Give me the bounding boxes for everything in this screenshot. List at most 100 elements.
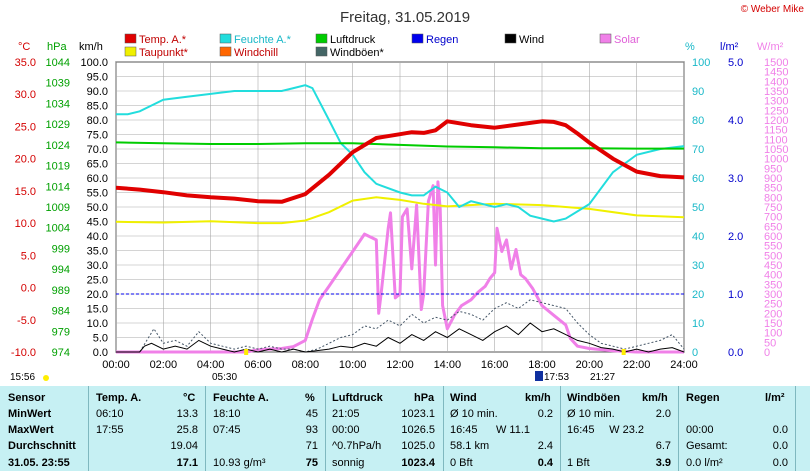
wind-tick: 70.0 [87,144,108,156]
wind-tick: 20.0 [87,289,108,301]
press-tick: 1014 [46,181,70,193]
legend-label: Regen [426,34,458,46]
legend-swatch [504,33,517,44]
press-tick: 1039 [46,78,70,90]
axis-unit-rain: l/m² [720,41,739,53]
x-tick: 12:00 [386,359,414,371]
temp-tick: 30.0 [15,89,36,101]
solar-tick: 0 [764,347,770,359]
legend-swatch [124,33,137,44]
hdr-temp-unit: °C [183,392,196,404]
hdr-hum-unit: % [305,392,315,404]
cell-gust-val: 6.7 [655,440,671,452]
legend-label: Windchill [234,47,278,59]
stats-table: Sensor Temp. A. °C Feuchte A. % Luftdruc… [0,386,810,471]
hum-tick: 20 [692,289,704,301]
legend-label: Feuchte A.* [234,34,292,46]
hdr-hum: Feuchte A. [213,392,269,404]
legend-label: Luftdruck [330,34,376,46]
temp-tick: 15.0 [15,186,36,198]
cell-hum-val: 45 [305,408,318,420]
press-tick: 999 [52,243,70,255]
solar-tick: 400 [764,270,782,282]
mark-right-time: 17:53 [544,372,570,383]
cell-temp-val: 19.04 [170,440,198,452]
solar-tick: 1500 [764,57,788,69]
press-tick: 1029 [46,119,70,131]
hdr-sensor: Sensor [8,392,46,404]
axis-unit-temp: °C [18,41,30,53]
wind-tick: 55.0 [87,188,108,200]
cell-wind-dir: W 11.1 [495,424,530,436]
sunset-time: 21:27 [590,372,616,383]
temp-tick: 25.0 [15,121,36,133]
press-tick: 1024 [46,140,70,152]
solar-tick: 1250 [764,105,788,117]
cell-rain-desc: 00:00 [686,424,714,436]
press-tick: 994 [52,264,70,276]
press-tick: 974 [52,347,70,359]
solar-tick: 500 [764,250,782,262]
solar-tick: 1150 [764,125,788,137]
temp-tick: 35.0 [15,57,36,69]
hum-tick: 90 [692,86,704,98]
wind-tick: 15.0 [87,304,108,316]
solar-tick: 1200 [764,115,788,127]
x-tick: 10:00 [339,359,367,371]
solar-tick: 250 [764,299,782,311]
sunrise-marker [244,349,249,355]
hum-tick: 100 [692,57,710,69]
wind-tick: 75.0 [87,130,108,142]
cell-gust-desc: 1 Bft [567,457,590,469]
legend-label: Solar [614,34,640,46]
legend-swatch [219,33,232,44]
solar-tick: 150 [764,318,782,330]
press-tick: 1044 [46,57,70,69]
hum-tick: 50 [692,202,704,214]
axis-unit-press: hPa [47,41,67,53]
cell-wind-val: 2.4 [537,440,553,452]
rain-tick: 3.0 [728,173,743,185]
series-temperature [115,119,685,204]
hum-tick: 80 [692,115,704,127]
solar-tick: 800 [764,192,782,204]
hdr-rain: Regen [686,392,720,404]
x-tick: 04:00 [197,359,225,371]
wind-tick: 30.0 [87,260,108,272]
hum-tick: 40 [692,231,704,243]
solar-tick: 1100 [764,134,788,146]
press-tick: 1019 [46,161,70,173]
series-wind [116,322,685,353]
rain-tick: 0.0 [728,347,743,359]
series-windgust [116,299,685,353]
solar-tick: 1050 [764,144,788,156]
solar-tick: 450 [764,260,782,272]
cell-label: MaxWert [8,424,54,436]
rain-tick: 1.0 [728,289,743,301]
cell-temp-val: 25.8 [176,424,198,436]
solar-tick: 1000 [764,154,788,166]
series-solar [116,180,684,354]
cell-wind-desc: 0 Bft [450,457,473,469]
wind-tick: 100.0 [80,57,108,69]
series-dewpoint [115,196,685,225]
event-marker [535,371,543,381]
solar-tick: 650 [764,221,782,233]
cell-press-time: ^0.7hPa/h [332,440,382,452]
cell-temp-val: 17.1 [176,457,198,469]
cell-rain-val: 0.0 [772,457,788,469]
rain-tick: 5.0 [728,57,743,69]
axis-unit-wind: km/h [79,41,103,53]
cell-wind-desc: 58.1 km [450,440,490,452]
legend-swatch [315,46,328,57]
x-tick: 08:00 [292,359,320,371]
x-tick: 14:00 [434,359,462,371]
sunrise-time: 05:30 [212,372,238,383]
x-tick: 06:00 [244,359,272,371]
press-tick: 1004 [46,223,70,235]
wind-tick: 95.0 [87,72,108,84]
press-tick: 979 [52,326,70,338]
cell-rain-desc: Gesamt: [686,440,728,452]
solar-tick: 700 [764,212,782,224]
hum-tick: 0 [692,347,698,359]
